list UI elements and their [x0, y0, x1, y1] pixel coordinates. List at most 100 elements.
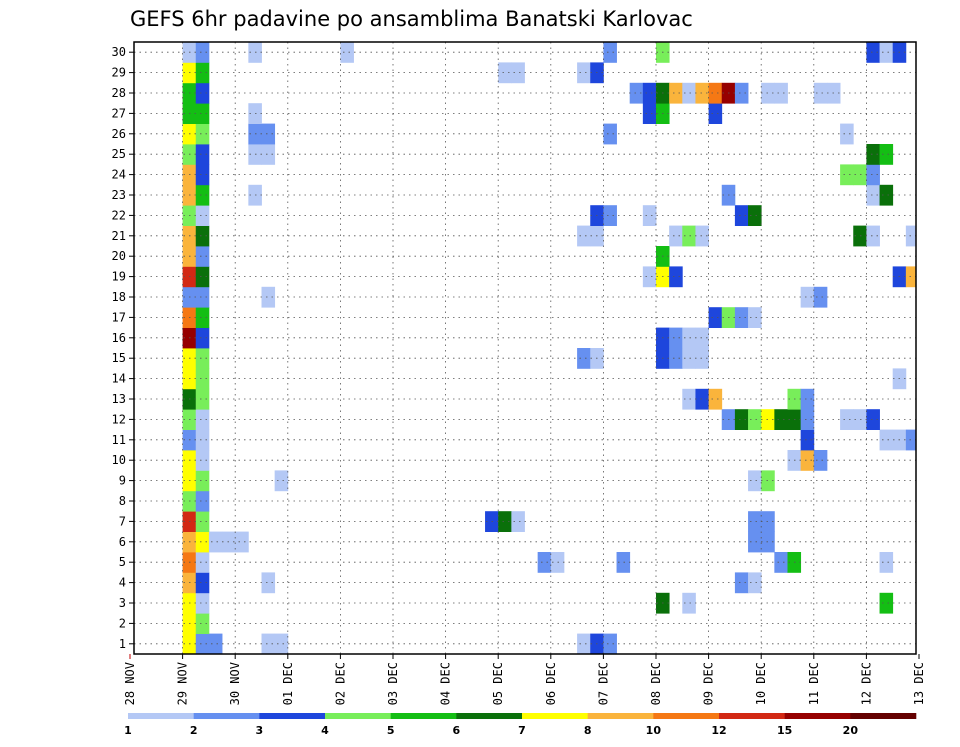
y-tick-label: 2	[119, 616, 126, 630]
heatmap-cell	[603, 205, 617, 226]
heatmap-cell	[195, 388, 210, 410]
heatmap-cell	[682, 348, 696, 369]
heatmap-cell	[261, 286, 276, 308]
heatmap-cell	[669, 82, 683, 104]
x-tick-label: 05 DEC	[491, 662, 505, 705]
heatmap-cell	[235, 531, 249, 553]
heatmap-cell	[642, 82, 657, 104]
heatmap-cell	[261, 144, 276, 165]
heatmap-cell	[261, 633, 276, 655]
x-tick-label: 30 NOV	[228, 662, 242, 705]
colorbar-swatch	[587, 713, 654, 719]
heatmap-cell	[682, 327, 696, 349]
y-tick-label: 1	[119, 637, 126, 651]
x-tick-label: 08 DEC	[649, 662, 663, 705]
heatmap-cell	[195, 511, 210, 532]
y-tick-label: 28	[112, 86, 126, 100]
x-tick-label: 12 DEC	[859, 662, 873, 705]
heatmap-cell	[748, 470, 762, 492]
heatmap-cell	[734, 409, 749, 430]
heatmap-cell	[577, 348, 591, 369]
y-tick-label: 20	[112, 249, 126, 263]
heatmap-cell	[208, 633, 223, 655]
y-tick-label: 8	[119, 494, 126, 508]
heatmap-cell	[866, 42, 880, 63]
heatmap-cell	[866, 409, 880, 430]
heatmap-cell	[866, 164, 880, 186]
colorbar-label: 10	[646, 724, 662, 737]
y-tick-label: 16	[112, 331, 126, 345]
heatmap-cell	[734, 307, 749, 328]
heatmap-cell	[195, 42, 210, 63]
colorbar-label: 20	[843, 724, 859, 737]
heatmap-cell	[879, 42, 894, 63]
plot-frame	[133, 41, 917, 655]
colorbar-swatch	[193, 713, 260, 719]
heatmap-cell	[905, 429, 917, 451]
heatmap-cell	[813, 286, 828, 308]
y-tick-label: 13	[112, 392, 126, 406]
heatmap-cell	[748, 205, 762, 226]
heatmap-cell	[195, 327, 210, 349]
y-tick-label: 17	[112, 310, 126, 324]
heatmap-cell	[195, 429, 210, 451]
heatmap-cell	[879, 429, 894, 451]
heatmap-cell	[195, 82, 210, 104]
heatmap-cell	[669, 266, 683, 288]
heatmap-cell	[195, 633, 210, 655]
x-tick-label: 10 DEC	[754, 662, 768, 705]
cell-layer	[182, 42, 917, 655]
colorbar-swatch	[653, 713, 720, 719]
heatmap-cell	[748, 531, 762, 553]
heatmap-cell	[734, 82, 749, 104]
y-tick-label: 25	[112, 147, 126, 161]
heatmap-cell	[748, 511, 762, 532]
colorbar-swatch	[522, 713, 588, 719]
y-tick-label: 11	[112, 433, 126, 447]
colorbar-swatch	[719, 713, 785, 719]
heatmap-cell	[195, 307, 210, 328]
heatmap-cell	[695, 82, 709, 104]
y-tick-label: 19	[112, 270, 126, 284]
y-tick-label: 12	[112, 412, 126, 426]
heatmap-cell	[774, 82, 788, 104]
heatmap-cell	[866, 144, 880, 165]
colorbar-swatch	[850, 713, 917, 719]
heatmap-cell	[774, 409, 788, 430]
heatmap-cell	[695, 225, 709, 247]
heatmap-cell	[800, 286, 815, 308]
heatmap-cell	[195, 144, 210, 165]
heatmap-cell	[195, 572, 210, 594]
heatmap-cell	[879, 552, 894, 573]
y-tick-label: 7	[119, 514, 126, 528]
heatmap-cell	[866, 225, 880, 247]
y-tick-label: 15	[112, 351, 126, 365]
heatmap-cell	[511, 62, 525, 84]
colorbar-swatch	[456, 713, 523, 719]
heatmap-cell	[603, 633, 617, 655]
x-tick-label: 28 NOV	[123, 662, 137, 705]
heatmap-cell	[195, 368, 210, 390]
heatmap-cell	[642, 205, 657, 226]
heatmap-cell	[669, 348, 683, 369]
x-tick-label: 04 DEC	[439, 662, 453, 705]
heatmap-cell	[840, 123, 854, 145]
heatmap-cell	[195, 409, 210, 430]
colorbar-label: 5	[387, 724, 395, 737]
y-tick-label: 29	[112, 66, 126, 80]
heatmap-cell	[208, 531, 223, 553]
heatmap-cell	[800, 409, 815, 430]
heatmap-cell	[261, 123, 276, 145]
heatmap-cell	[748, 307, 762, 328]
colorbar-label: 4	[321, 724, 329, 737]
colorbar-label: 7	[518, 724, 526, 737]
heatmap-cell	[498, 62, 512, 84]
colorbar-label: 15	[777, 724, 792, 737]
heatmap-cell	[340, 42, 354, 63]
heatmap-cell	[195, 490, 210, 512]
heatmap-cell	[195, 552, 210, 573]
heatmap-cell	[905, 225, 917, 247]
y-axis: 1234567891011121314151617181920212223242…	[112, 45, 134, 651]
heatmap-cell	[195, 286, 210, 308]
x-tick-label: 02 DEC	[333, 662, 347, 705]
